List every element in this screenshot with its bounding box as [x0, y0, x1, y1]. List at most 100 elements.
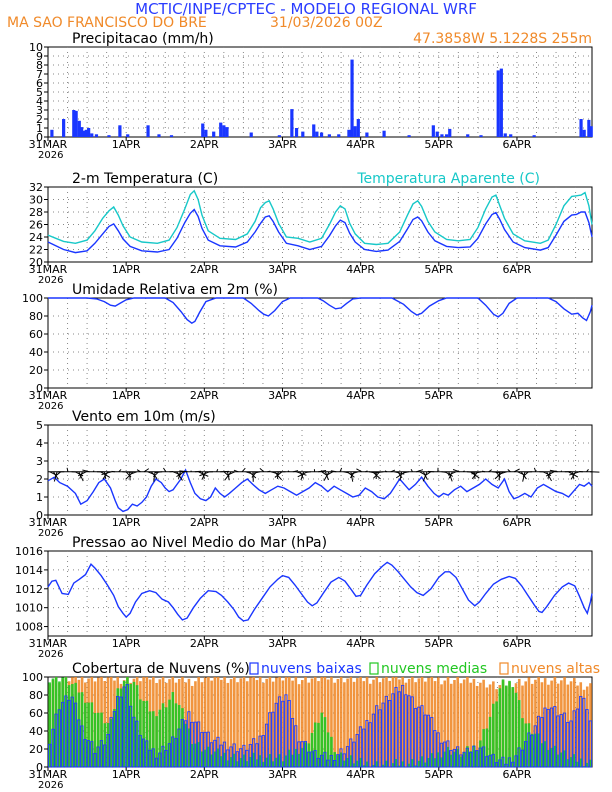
cloud-bar-baixas: [196, 721, 201, 768]
cloud-bar-baixas: [294, 725, 298, 768]
cloud-bar-medias: [521, 718, 524, 767]
precip-bar: [532, 135, 536, 137]
precip-bar: [579, 119, 583, 137]
panel-frame: [47, 186, 593, 263]
cloud-bar-medias: [297, 753, 301, 767]
cloud-bar-medias: [229, 757, 233, 767]
cloud-bar-baixas: [86, 740, 91, 768]
precip-bar: [327, 134, 331, 137]
cloud-bar-altas: [207, 677, 210, 767]
cloud-bar-altas: [368, 683, 372, 767]
y-tick-label: 4: [36, 437, 43, 450]
cloud-bar-altas: [388, 680, 392, 767]
cloud-bar-altas: [482, 679, 485, 767]
cloud-bar-baixas: [106, 733, 110, 768]
cloud-bar-baixas: [222, 741, 227, 768]
x-tick-label: 2APR: [190, 768, 219, 781]
cloud-bar-altas: [297, 684, 301, 767]
cloud-bar-medias: [122, 680, 126, 767]
cloud-bar-altas: [459, 683, 463, 767]
cloud-bar-baixas: [562, 712, 567, 768]
precip-bar: [77, 120, 81, 137]
cloud-bar-baixas: [271, 711, 275, 768]
cloud-bar-medias: [304, 742, 307, 767]
cloud-bar-altas: [226, 682, 230, 767]
cloud-bar-medias: [527, 723, 531, 767]
cloud-bar-baixas: [125, 684, 129, 768]
precip-bar: [222, 125, 226, 137]
cloud-bar-altas: [566, 684, 570, 767]
cloud-bar-medias: [294, 748, 298, 767]
cloud-bar-altas: [333, 682, 336, 767]
precip-bar: [84, 129, 88, 137]
precip-bar: [94, 134, 99, 137]
wind-barb: [224, 471, 232, 481]
wind-barb: [297, 471, 308, 478]
cloud-bar-baixas: [559, 714, 563, 768]
cloud-bar-medias: [77, 692, 81, 767]
panel-title: 2-m Temperatura (C): [72, 171, 218, 187]
cloud-bar-medias: [449, 754, 453, 767]
precip-bar: [290, 109, 294, 137]
header-coords: 47.3858W 5.1228S 255m: [413, 31, 592, 47]
panel-frame: [47, 676, 593, 768]
cloud-bar-baixas: [264, 723, 269, 768]
cloud-bar-altas: [589, 683, 592, 767]
cloud-bar-baixas: [242, 744, 246, 768]
precip-bar: [589, 126, 593, 137]
cloud-bar-altas: [401, 677, 404, 767]
cloud-bar-baixas: [329, 755, 333, 768]
cloud-bar-medias: [572, 754, 576, 767]
precip-bar: [157, 134, 161, 137]
x-tick-label: 31MAR: [29, 138, 68, 151]
wind-barb: [79, 471, 83, 479]
cloud-bar-altas: [443, 680, 447, 767]
cloud-bar-medias: [459, 756, 463, 767]
cloud-bar-altas: [220, 679, 223, 767]
x-tick-label: 6APR: [503, 138, 532, 151]
y-tick-label: 5: [36, 419, 43, 432]
cloud-bar-medias: [155, 716, 158, 767]
cloud-bar-baixas: [216, 736, 220, 768]
cloud-bar-altas: [560, 680, 563, 767]
cloud-bar-medias: [365, 761, 369, 767]
precip-bar: [382, 130, 386, 137]
cloud-bar-medias: [339, 752, 343, 767]
legend-label: nuvens medias: [381, 661, 487, 677]
wind-barb: [422, 471, 428, 482]
y-tick-label: 0: [36, 131, 43, 144]
cloud-bar-medias: [472, 745, 476, 767]
cloud-bar-baixas: [449, 750, 453, 768]
y-tick-label: 60: [29, 707, 43, 720]
y-tick-label: 30: [29, 194, 43, 207]
cloud-bar-baixas: [93, 752, 97, 768]
cloud-bar-medias: [265, 757, 268, 767]
cloud-bar-medias: [560, 752, 563, 767]
cloud-bar-altas: [187, 678, 191, 767]
cloud-bar-medias: [401, 761, 404, 767]
legend-label: nuvens altas: [511, 661, 600, 677]
cloud-bar-medias: [326, 732, 330, 767]
cloud-bar-baixas: [287, 700, 291, 768]
cloud-bar-medias: [579, 758, 583, 767]
x-year-label: 2026: [38, 649, 63, 660]
cloud-bar-baixas: [57, 709, 61, 768]
cloud-bar-altas: [194, 681, 197, 767]
precip-bar: [50, 129, 54, 137]
cloud-bar-altas: [378, 682, 382, 767]
cloud-bar-baixas: [410, 696, 414, 768]
cloud-bar-medias: [239, 757, 243, 767]
cloud-bar-altas: [349, 677, 353, 767]
cloud-bar-altas: [385, 677, 388, 767]
precip-bar: [407, 135, 411, 137]
panel-cloud: [44, 662, 593, 771]
cloud-bar-baixas: [167, 743, 172, 768]
cloud-bar-altas: [534, 679, 537, 767]
wind-barb: [522, 471, 526, 482]
wind-barb: [77, 471, 87, 477]
wind-barb: [241, 467, 246, 473]
cloud-bar-altas: [356, 678, 359, 767]
cloud-bar-baixas: [572, 710, 576, 768]
cloud-bar-medias: [317, 722, 320, 767]
